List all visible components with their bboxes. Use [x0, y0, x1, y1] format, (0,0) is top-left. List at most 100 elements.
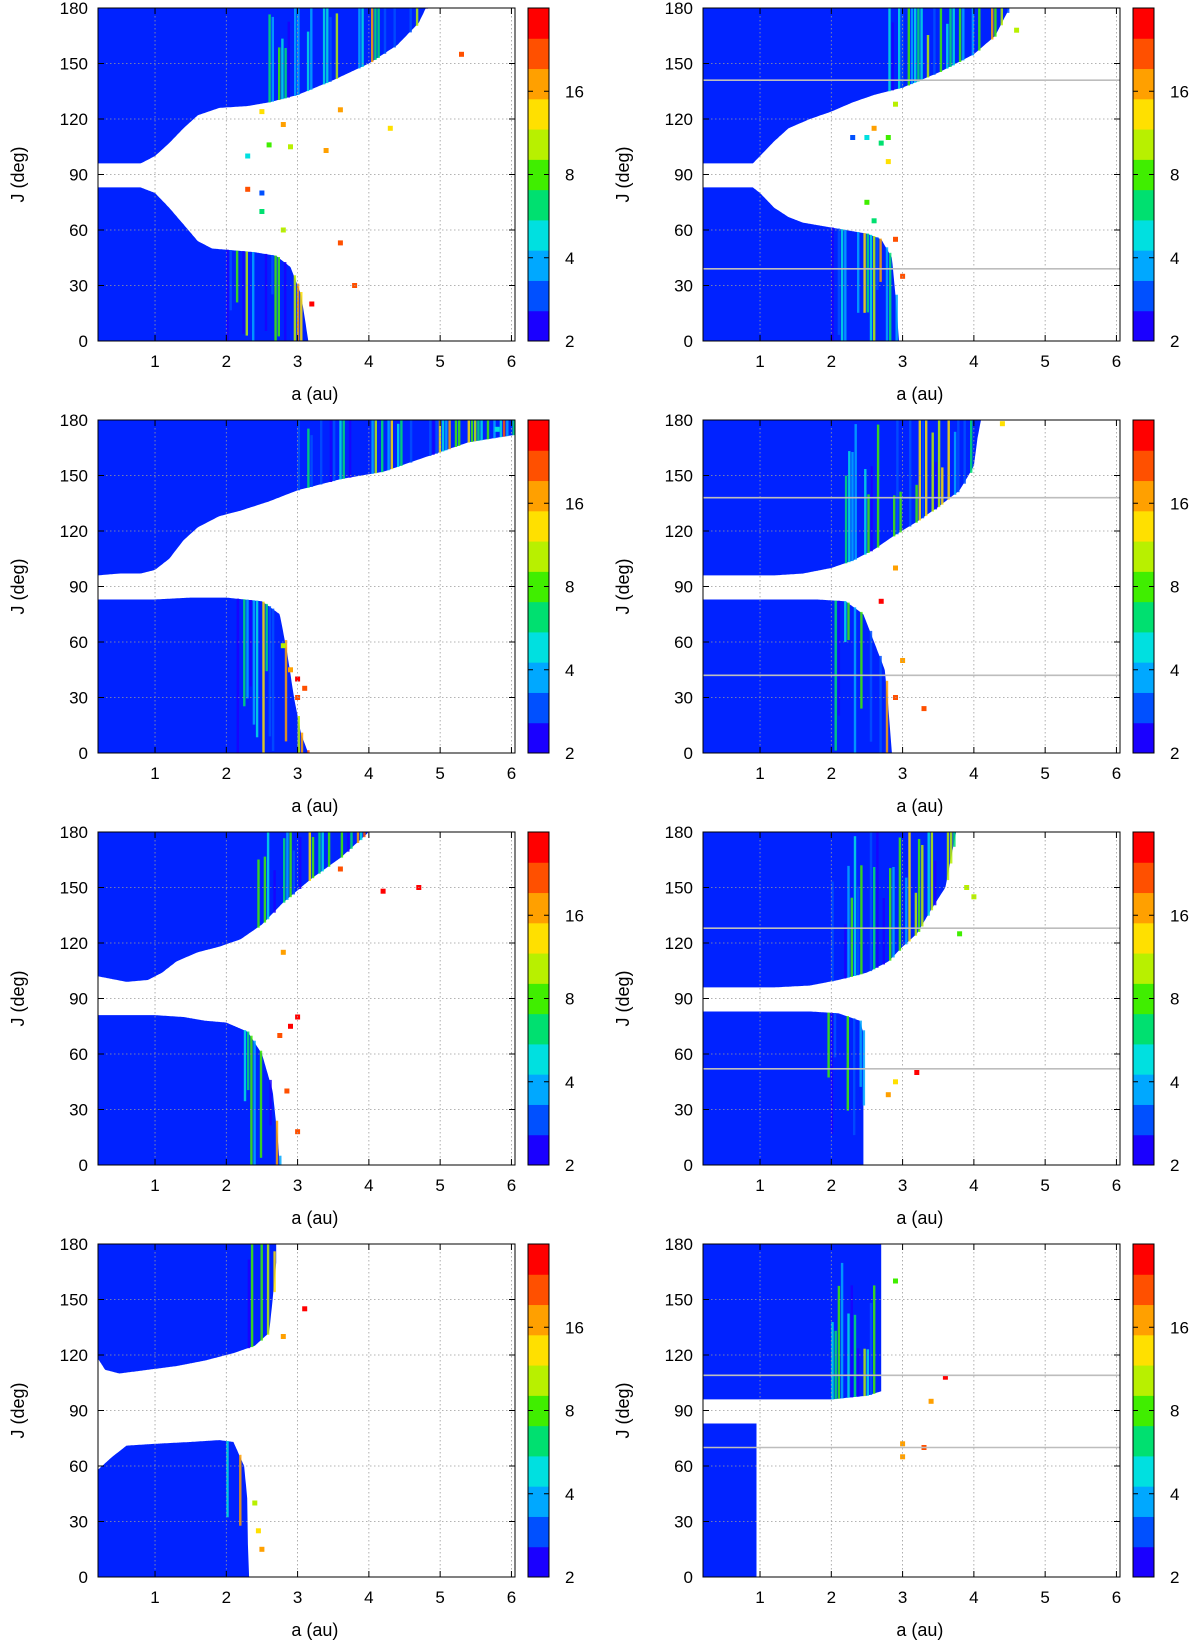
y-tick-label: 180: [60, 411, 88, 430]
chaotic-streaks: [226, 1244, 276, 1526]
x-tick-label: 1: [755, 352, 764, 371]
x-tick-label: 5: [435, 1176, 444, 1195]
x-tick-label: 2: [827, 352, 836, 371]
stable-region-low: [98, 597, 309, 753]
x-tick-label: 1: [755, 764, 764, 783]
colorbar: 2 4 8 16: [527, 7, 584, 351]
y-axis-title: J (deg): [8, 558, 28, 614]
x-tick-label: 6: [507, 1588, 516, 1607]
x-axis-title: a (au): [896, 1208, 943, 1228]
scatter-point: [259, 190, 265, 196]
colorbar: 2 4 8 16: [527, 831, 584, 1175]
colorbar-tick-label: 2: [1170, 1156, 1179, 1175]
scatter-point: [259, 109, 265, 115]
stable-region-low: [703, 1011, 864, 1165]
y-tick-label: 180: [665, 0, 693, 18]
x-tick-label: 3: [898, 352, 907, 371]
colorbar-tick-label: 4: [565, 661, 574, 680]
x-tick-label: 3: [898, 1588, 907, 1607]
y-tick-label: 0: [79, 1568, 88, 1587]
y-axis-title: J (deg): [613, 970, 633, 1026]
x-tick-label: 5: [435, 764, 444, 783]
colorbar-tick-label: 16: [1170, 906, 1189, 925]
x-axis-title: a (au): [291, 1208, 338, 1228]
colorbar: 2 4 8 16: [527, 1243, 584, 1587]
x-tick-label: 4: [364, 1176, 373, 1195]
colorbar-tick-label: 4: [565, 249, 574, 268]
y-tick-label: 180: [665, 1235, 693, 1254]
chaotic-streaks: [243, 832, 366, 1165]
colorbar-tick-label: 2: [1170, 332, 1179, 351]
x-tick-label: 1: [150, 1176, 159, 1195]
x-tick-label: 3: [293, 1176, 302, 1195]
y-tick-label: 0: [684, 1156, 693, 1175]
scatter-point: [280, 122, 286, 127]
x-tick-label: 2: [222, 1176, 231, 1195]
scatter-point: [850, 135, 856, 140]
y-tick-label: 150: [665, 879, 693, 898]
x-tick-label: 1: [755, 1588, 764, 1607]
scatter-point: [323, 148, 329, 153]
x-tick-label: 6: [507, 1176, 516, 1195]
y-tick-label: 120: [665, 522, 693, 541]
y-tick-label: 90: [69, 990, 88, 1009]
colorbar-tick-label: 4: [1170, 249, 1179, 268]
scatter-point: [893, 1278, 898, 1284]
y-tick-label: 30: [674, 1101, 693, 1120]
y-tick-label: 60: [674, 1457, 693, 1476]
y-axis-title: J (deg): [613, 1382, 633, 1438]
scatter-point: [295, 1129, 301, 1135]
stable-region-low: [98, 1440, 250, 1577]
x-tick-label: 4: [969, 1176, 978, 1195]
scatter-point: [942, 1374, 948, 1380]
y-tick-label: 0: [79, 332, 88, 351]
x-tick-label: 5: [435, 1588, 444, 1607]
colorbar-tick-label: 4: [565, 1485, 574, 1504]
scatter-point: [893, 1079, 898, 1085]
y-tick-label: 180: [665, 823, 693, 842]
chaotic-streaks: [827, 832, 956, 1136]
scatter-point: [459, 51, 464, 57]
y-tick-label: 30: [674, 689, 693, 708]
scatter-point: [878, 140, 884, 146]
y-tick-label: 60: [69, 1045, 88, 1064]
scatter-point: [864, 199, 870, 205]
colorbar-tick-label: 16: [1170, 494, 1189, 513]
x-tick-label: 5: [1040, 1176, 1049, 1195]
y-tick-label: 180: [60, 823, 88, 842]
colorbar: 2 4 8 16: [1132, 7, 1189, 351]
colorbar-tick-label: 2: [565, 1568, 574, 1587]
colorbar-tick-label: 4: [1170, 661, 1179, 680]
colorbar-tick-label: 4: [1170, 1485, 1179, 1504]
chaotic-streaks: [226, 8, 428, 341]
scatter-point: [309, 301, 315, 307]
y-tick-label: 120: [665, 934, 693, 953]
x-axis-title: a (au): [291, 796, 338, 816]
x-tick-label: 4: [364, 1588, 373, 1607]
y-tick-label: 60: [674, 1045, 693, 1064]
stable-region-prograde-high: [703, 8, 1010, 164]
y-tick-label: 150: [665, 467, 693, 486]
x-tick-label: 4: [969, 764, 978, 783]
y-tick-label: 90: [674, 1402, 693, 1421]
scatter-point: [288, 144, 293, 150]
y-tick-label: 180: [60, 0, 88, 18]
colorbar: 2 4 8 16: [1132, 1243, 1189, 1587]
scatter-point: [885, 159, 891, 165]
y-tick-label: 60: [674, 633, 693, 652]
x-tick-label: 6: [507, 352, 516, 371]
y-tick-label: 150: [665, 55, 693, 74]
scatter-point: [280, 1334, 286, 1339]
scatter-point: [893, 565, 898, 571]
scatter-point: [337, 240, 343, 246]
x-tick-label: 4: [364, 764, 373, 783]
scatter-point: [380, 888, 386, 894]
y-tick-label: 150: [60, 55, 88, 74]
colorbar-tick-label: 8: [565, 166, 574, 185]
y-tick-label: 60: [69, 633, 88, 652]
x-tick-label: 1: [150, 1588, 159, 1607]
colorbar-tick-label: 4: [565, 1073, 574, 1092]
y-tick-label: 0: [684, 744, 693, 763]
